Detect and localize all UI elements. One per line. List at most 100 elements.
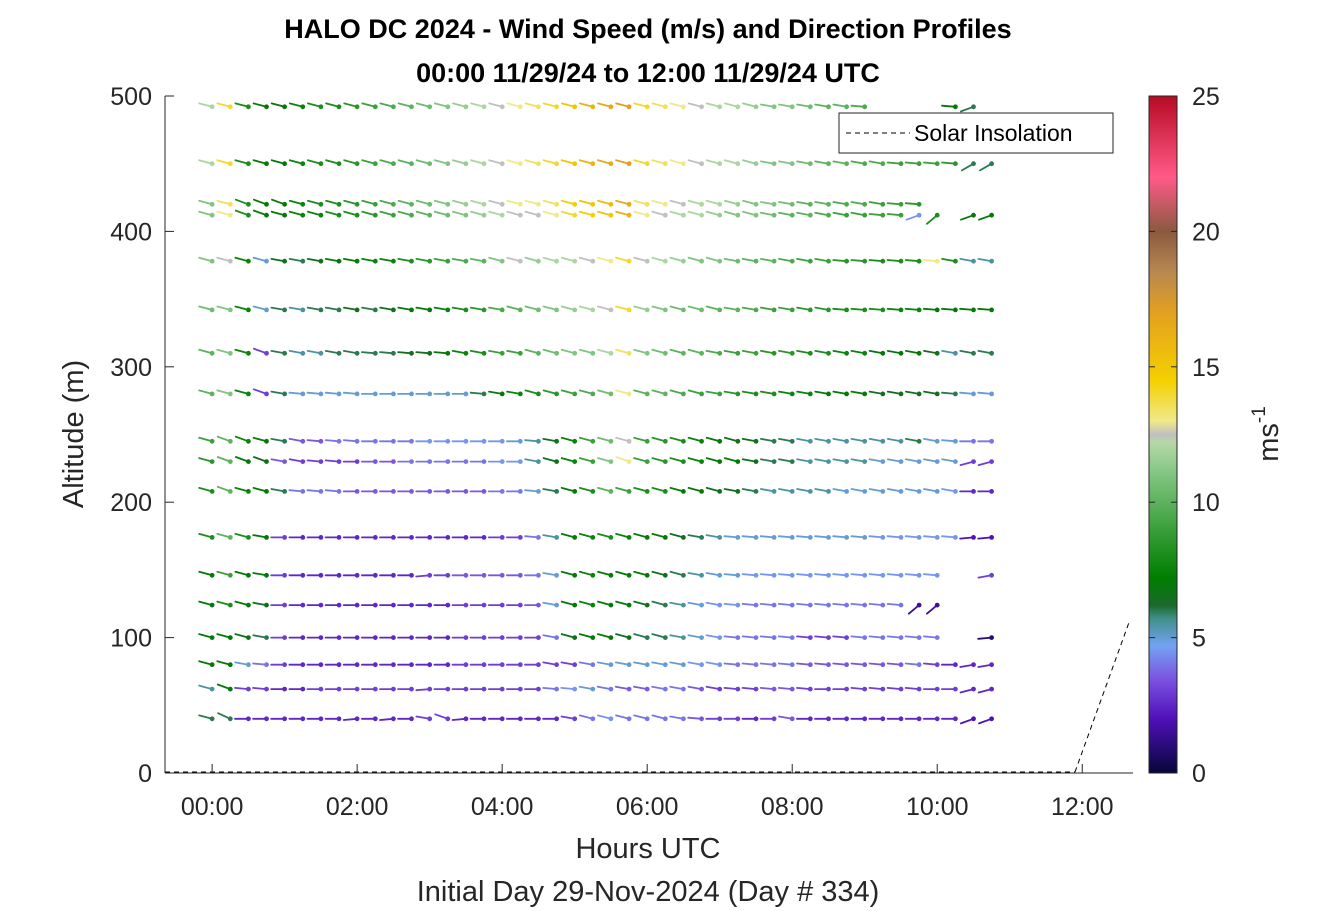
wind-arrow-head [971,716,976,722]
wind-arrow-head [318,716,324,722]
wind-arrow-head [608,161,614,167]
wind-arrow-head [336,572,342,578]
wind-arrow-head [227,459,233,464]
wind-arrow-head [282,602,287,608]
wind-arrow-head [753,572,759,578]
wind-arrow-head [445,459,451,464]
wind-arrow-head [844,635,849,640]
wind-arrow-head [391,212,396,218]
wind-arrow-head [572,662,578,668]
wind-arrow-head [989,716,994,722]
wind-arrow-head [753,201,759,207]
wind-arrow-head [916,635,922,640]
wind-arrow-head [916,350,922,356]
wind-arrow-head [246,489,251,494]
wind-arrow-head [246,307,251,313]
wind-arrow-head [717,212,723,218]
wind-arrow-head [300,635,306,640]
wind-arrow-head [953,489,958,494]
wind-arrow-head [499,459,505,464]
wind-arrow-head [499,438,505,444]
wind-arrow-head [807,350,813,356]
wind-arrow-head [391,391,396,397]
wind-arrow-head [427,686,433,692]
wind-arrow-head [391,602,396,608]
wind-arrow-head [971,459,976,464]
wind-arrow-head [934,307,940,313]
wind-arrow-head [807,459,813,464]
wind-arrow-head [590,716,596,722]
wind-arrow-head [391,489,396,494]
wind-arrow-head [300,350,306,356]
wind-arrow-head [971,350,976,356]
wind-arrow-head [499,350,505,356]
wind-arrow-head [717,662,723,668]
wind-arrow-head [681,391,686,397]
wind-arrow-head [789,602,795,608]
wind-arrow-head [463,716,469,722]
wind-arrow-head [844,602,849,608]
wind-arrow-head [608,489,614,494]
wind-arrow-head [699,438,704,444]
wind-arrow-head [753,104,759,110]
wind-arrow-head [536,258,541,264]
wind-arrow-head [989,535,994,540]
wind-arrow-head [463,391,469,397]
wind-arrow-head [318,350,324,356]
wind-arrow-head [445,635,451,640]
wind-arrow-head [246,438,251,444]
wind-arrow-head [517,572,523,578]
wind-arrow-head [898,391,904,397]
wind-arrow-head [644,662,650,668]
wind-arrow-head [662,161,668,167]
wind-arrow-head [445,716,451,722]
wind-arrow-head [934,535,940,540]
wind-arrow-head [517,459,523,464]
wind-arrow-head [246,662,251,668]
wind-arrow-head [608,572,614,578]
wind-arrow-head [318,535,324,540]
plot-area [165,96,1133,773]
wind-arrow-head [898,572,904,578]
wind-arrow-head [246,212,251,218]
wind-arrow-head [227,716,233,722]
wind-arrow-head [354,635,360,640]
wind-arrow-head [264,535,269,540]
wind-arrow-head [717,201,723,207]
wind-arrow-head [481,307,487,313]
wind-arrow-head [898,602,904,608]
wind-arrow-head [681,602,686,608]
wind-arrow-head [735,686,741,692]
wind-arrow-head [662,662,668,668]
chart-subtitle: 00:00 11/29/24 to 12:00 11/29/24 UTC [416,58,880,88]
wind-arrow-head [898,535,904,540]
wind-arrow-head [463,489,469,494]
wind-arrow-head [971,212,976,218]
wind-arrow-head [427,535,433,540]
wind-arrow-head [554,350,559,356]
wind-arrow-head [481,635,487,640]
wind-arrow-head [463,572,469,578]
wind-arrow-head [862,161,868,167]
wind-arrow-head [880,391,886,397]
wind-arrow-head [282,572,287,578]
wind-arrow-head [681,686,686,692]
wind-arrow-head [517,161,523,167]
wind-arrow-head [953,459,958,464]
wind-arrow-head [318,489,324,494]
wind-arrow-head [699,535,704,540]
wind-arrow-head [481,716,487,722]
wind-arrow-head [807,212,813,218]
wind-arrow-head [354,350,360,356]
wind-arrow-head [862,258,868,264]
wind-arrow-head [826,258,831,264]
wind-arrow-head [246,635,251,640]
x-axis-label: Hours UTC [575,833,720,865]
wind-arrow-head [572,391,578,397]
wind-arrow-head [789,258,795,264]
wind-arrow-head [427,662,433,668]
wind-arrow-head [300,662,306,668]
wind-arrow-head [826,602,831,608]
wind-arrow-head [862,350,868,356]
wind-arrow-head [626,535,632,540]
